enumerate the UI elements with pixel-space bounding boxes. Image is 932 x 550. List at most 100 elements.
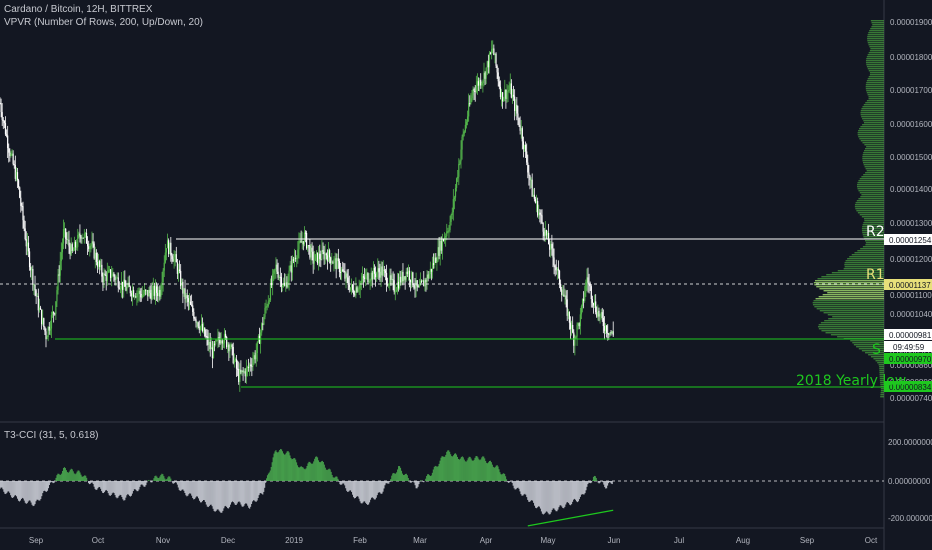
volume-profile-bar <box>852 342 884 344</box>
candle-body <box>484 72 486 79</box>
volume-profile-bar <box>867 34 884 36</box>
candle-body <box>252 360 254 367</box>
candle-body <box>457 176 459 179</box>
volume-profile-bar <box>879 374 884 376</box>
volume-profile-bar <box>870 48 884 50</box>
candle-body <box>405 271 407 280</box>
time-tick-label: Jun <box>608 536 621 545</box>
candle-body <box>429 268 431 275</box>
volume-profile-bar <box>862 160 884 162</box>
volume-profile-bar <box>866 82 884 84</box>
volume-profile-bar <box>817 278 884 280</box>
candle-body <box>555 267 557 271</box>
volume-profile-bar <box>879 368 884 370</box>
price-tags: 0.00001254 0.00001137 0.00000981 09:49:5… <box>884 234 932 392</box>
candle-body <box>226 336 228 348</box>
candle-body <box>390 275 392 280</box>
volume-profile-bar <box>862 118 884 120</box>
candle-body <box>296 257 298 259</box>
candle-body <box>533 194 535 199</box>
volume-profile-bar <box>866 64 884 66</box>
candle-body <box>331 262 333 264</box>
candle-body <box>244 371 246 377</box>
volume-profile-bar <box>858 348 884 350</box>
candle-body <box>164 252 166 263</box>
candle-body <box>477 81 480 86</box>
candle-body <box>114 276 116 280</box>
candle-body <box>14 165 16 179</box>
candle-body <box>320 258 322 260</box>
volume-profile-bar <box>816 308 884 310</box>
volume-profile-bar <box>865 60 884 62</box>
volume-profile-bar <box>831 272 884 274</box>
volume-profile-bar <box>867 54 884 56</box>
candle-body <box>475 85 477 92</box>
candle-body <box>234 359 237 361</box>
candle-body <box>416 280 418 287</box>
candle-body <box>82 237 84 239</box>
candle-body <box>424 279 426 287</box>
candle-body <box>323 251 325 260</box>
candle-body <box>274 269 276 271</box>
volume-profile-bar <box>865 168 884 170</box>
candle-body <box>473 88 475 91</box>
candle-body <box>94 252 96 259</box>
candle-body <box>535 201 538 203</box>
volume-profile-bar <box>857 188 884 190</box>
candle-body <box>273 270 275 274</box>
yearly-low-tag-bg <box>884 381 932 392</box>
candle-body <box>469 103 471 105</box>
candle-body <box>115 277 117 280</box>
candle-body <box>246 367 249 369</box>
volume-profile-bar <box>859 128 884 130</box>
price-tick-label: 0.00001040 <box>890 310 932 319</box>
volume-profile-bar <box>880 382 884 384</box>
volume-profile-bar <box>861 116 884 118</box>
candle-body <box>445 236 447 238</box>
volume-profile-bar <box>818 324 884 326</box>
volume-profile-bar <box>865 244 884 246</box>
candle-body <box>343 270 345 272</box>
volume-profile-bar <box>866 92 884 94</box>
volume-profile-bar <box>861 350 884 352</box>
candle-body <box>220 340 222 344</box>
candle-body <box>576 324 578 337</box>
volume-profile-bar <box>862 162 884 164</box>
volume-profile-bar <box>824 320 884 322</box>
volume-profile-bar <box>862 226 884 228</box>
volume-profile-bar <box>869 74 884 76</box>
candle-body <box>526 151 528 163</box>
candle-body <box>482 80 484 84</box>
r2-tag-bg <box>884 234 932 245</box>
candle-body <box>371 272 373 280</box>
candle-body <box>72 250 74 252</box>
cci-legend: T3-CCI (31, 5, 0.618) <box>4 430 99 441</box>
candle-body <box>392 278 394 281</box>
candle-body <box>433 263 435 265</box>
volume-profile-bar <box>832 316 884 318</box>
volume-profile-bar <box>868 96 884 98</box>
volume-profile-bar <box>814 284 884 286</box>
candle-body <box>242 370 244 372</box>
candle-body <box>76 246 78 248</box>
chart-title: Cardano / Bitcoin, 12H, BITTREX <box>4 4 153 15</box>
candle-body <box>55 301 57 314</box>
r1-tag: 0.00001137 <box>889 281 931 290</box>
candle-body <box>297 249 299 258</box>
candle-body <box>230 344 232 348</box>
candle-body <box>360 280 362 283</box>
candle-body <box>180 270 182 287</box>
candle-body <box>267 301 269 307</box>
time-tick-label: Oct <box>92 536 105 545</box>
price-tick-label: 0.00001600 <box>890 120 932 129</box>
candle-body <box>109 269 112 278</box>
volume-profile-bar <box>862 156 884 158</box>
volume-profile-bar <box>861 230 884 232</box>
candle-body <box>85 232 88 244</box>
candle-body <box>272 273 274 286</box>
candle-body <box>158 290 160 296</box>
candle-body <box>376 272 378 278</box>
candle-body <box>129 286 131 294</box>
volume-profile-bar <box>859 138 884 140</box>
